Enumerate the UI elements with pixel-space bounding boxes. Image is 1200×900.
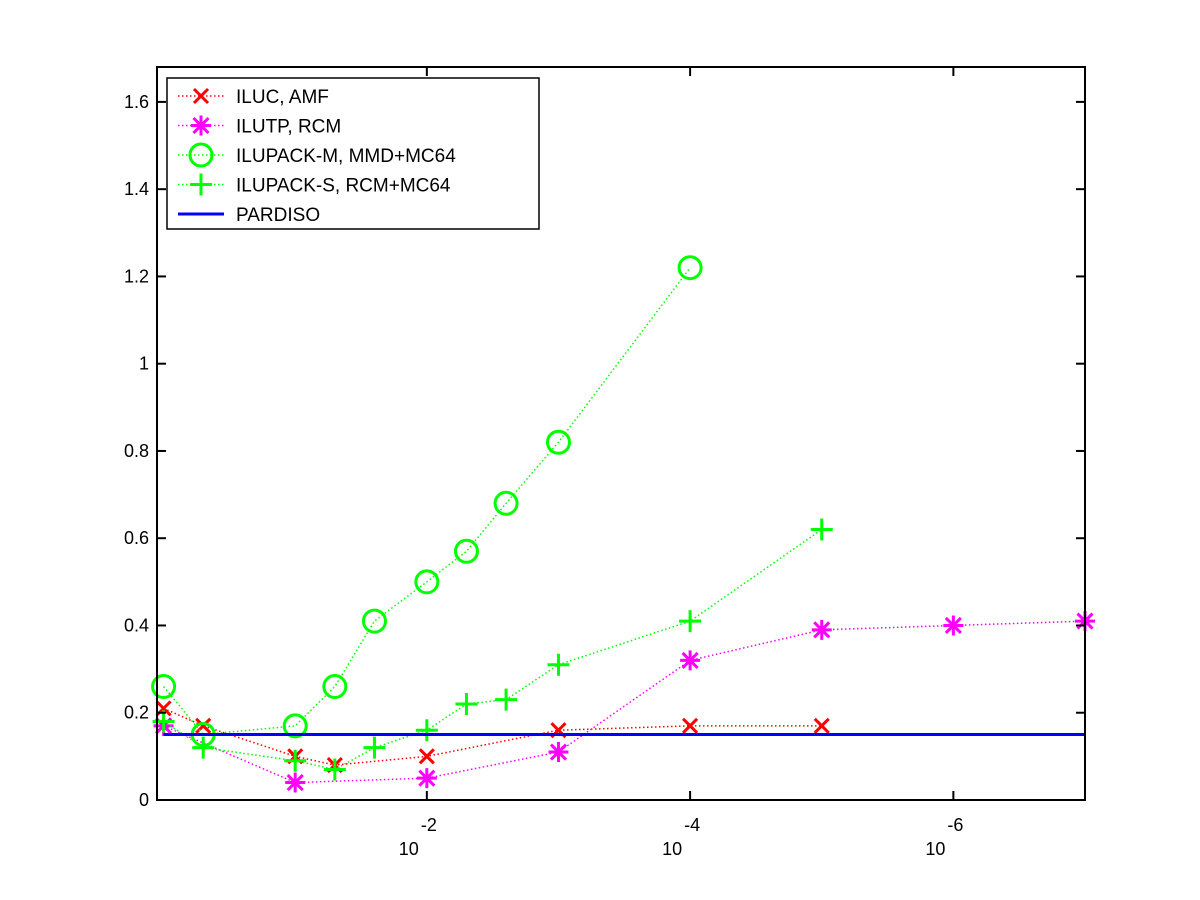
data-point-2-7-shape [493, 490, 519, 516]
data-point-1-1 [285, 772, 306, 793]
data-point-0-4 [418, 748, 435, 765]
legend-marker-0-shape [192, 87, 210, 105]
series-3 [152, 518, 833, 781]
data-point-1-6 [943, 615, 964, 636]
legend-marker-0 [192, 87, 210, 105]
series-line-1 [163, 620, 1086, 784]
legend-marker-1 [191, 115, 211, 136]
y-tick-label: 0.4 [124, 615, 149, 635]
axes-layer: 00.20.40.60.811.21.41.610-210-410-6 [124, 66, 1086, 859]
y-tick-label: 0.2 [124, 703, 149, 723]
data-point-0-6 [682, 717, 699, 734]
legend-marker-1-shape [191, 115, 211, 136]
y-tick-label: 0.6 [124, 528, 149, 548]
series-line-0 [163, 707, 822, 766]
data-point-2-9 [677, 255, 703, 281]
legend-entry-label: PARDISO [236, 205, 320, 226]
data-point-2-3-shape [322, 674, 348, 700]
data-point-3-4-shape [363, 736, 386, 759]
data-point-0-1 [195, 717, 212, 734]
data-point-1-5 [811, 619, 832, 640]
data-point-2-4 [361, 608, 387, 634]
y-tick-label: 1.6 [124, 92, 149, 112]
series-line-2 [163, 267, 691, 736]
legend-marker-3 [190, 173, 212, 196]
data-point-1-4 [680, 650, 701, 671]
series-layer [151, 255, 1095, 793]
data-point-2-8 [545, 429, 571, 455]
data-point-2-2-shape [282, 713, 308, 739]
data-point-3-2-shape [284, 749, 307, 772]
data-point-3-7 [495, 688, 518, 711]
data-point-3-3 [323, 758, 346, 781]
data-point-3-5-shape [415, 719, 438, 742]
data-point-1-6-shape [943, 615, 964, 636]
x-tick-label: 10 [925, 839, 945, 859]
legend-entry-label: ILUPACK-S, RCM+MC64 [236, 176, 451, 197]
data-point-2-5 [414, 569, 440, 595]
legend-box [166, 77, 540, 230]
data-point-2-3 [322, 674, 348, 700]
legend-entry-label: ILUPACK-M, MMD+MC64 [236, 146, 456, 167]
y-tick-label: 0.8 [124, 441, 149, 461]
data-point-3-6-shape [455, 693, 478, 716]
legend: ILUC, AMF ILUTP, RCM ILUPACK-M, MMD+MC64 IL… [166, 77, 540, 230]
data-point-1-2 [416, 768, 437, 789]
data-point-0-4-shape [418, 748, 435, 765]
legend-marker-2-shape [188, 142, 214, 168]
data-point-0-1-shape [195, 717, 212, 734]
x-tick-exponent: -4 [684, 815, 700, 835]
data-point-2-5-shape [414, 569, 440, 595]
x-tick-exponent: -6 [947, 815, 963, 835]
data-point-3-1-shape [192, 736, 215, 759]
data-point-0-6-shape [682, 717, 699, 734]
data-point-2-2 [282, 713, 308, 739]
y-tick-label: 1.2 [124, 266, 149, 286]
data-point-3-3-shape [323, 758, 346, 781]
data-point-1-2-shape [416, 768, 437, 789]
data-point-3-10-shape [810, 518, 833, 541]
y-tick-label: 1.4 [124, 179, 149, 199]
data-point-2-0-shape [151, 674, 177, 700]
y-tick-label: 1 [139, 354, 149, 374]
data-point-3-9 [679, 610, 702, 633]
data-point-2-6 [453, 538, 479, 564]
x-tick-exponent: -2 [421, 815, 437, 835]
data-point-2-7 [493, 490, 519, 516]
data-point-3-8 [547, 653, 570, 676]
data-point-1-4-shape [680, 650, 701, 671]
data-point-3-10 [810, 518, 833, 541]
legend-entry-label: ILUTP, RCM [236, 117, 341, 138]
data-point-2-8-shape [545, 429, 571, 455]
y-tick-label: 0 [139, 790, 149, 810]
data-point-1-3 [548, 742, 569, 763]
data-point-2-0 [151, 674, 177, 700]
series-2 [151, 255, 703, 748]
data-point-0-7 [813, 717, 830, 734]
data-point-2-9-shape [677, 255, 703, 281]
data-point-3-1 [192, 736, 215, 759]
x-tick-label: 10 [662, 839, 682, 859]
data-point-3-7-shape [495, 688, 518, 711]
data-point-3-5 [415, 719, 438, 742]
data-point-3-6 [455, 693, 478, 716]
data-point-1-5-shape [811, 619, 832, 640]
x-tick-label: 10 [399, 839, 419, 859]
data-point-1-1-shape [285, 772, 306, 793]
data-point-0-7-shape [813, 717, 830, 734]
data-point-2-6-shape [453, 538, 479, 564]
legend-entry-label: ILUC, AMF [236, 87, 329, 108]
data-point-3-9-shape [679, 610, 702, 633]
data-point-3-4 [363, 736, 386, 759]
data-point-3-8-shape [547, 653, 570, 676]
data-point-3-2 [284, 749, 307, 772]
legend-marker-2 [188, 142, 214, 168]
axes-box [156, 66, 1086, 801]
legend-marker-3-shape [190, 173, 212, 196]
data-point-2-4-shape [361, 608, 387, 634]
data-point-1-3-shape [548, 742, 569, 763]
